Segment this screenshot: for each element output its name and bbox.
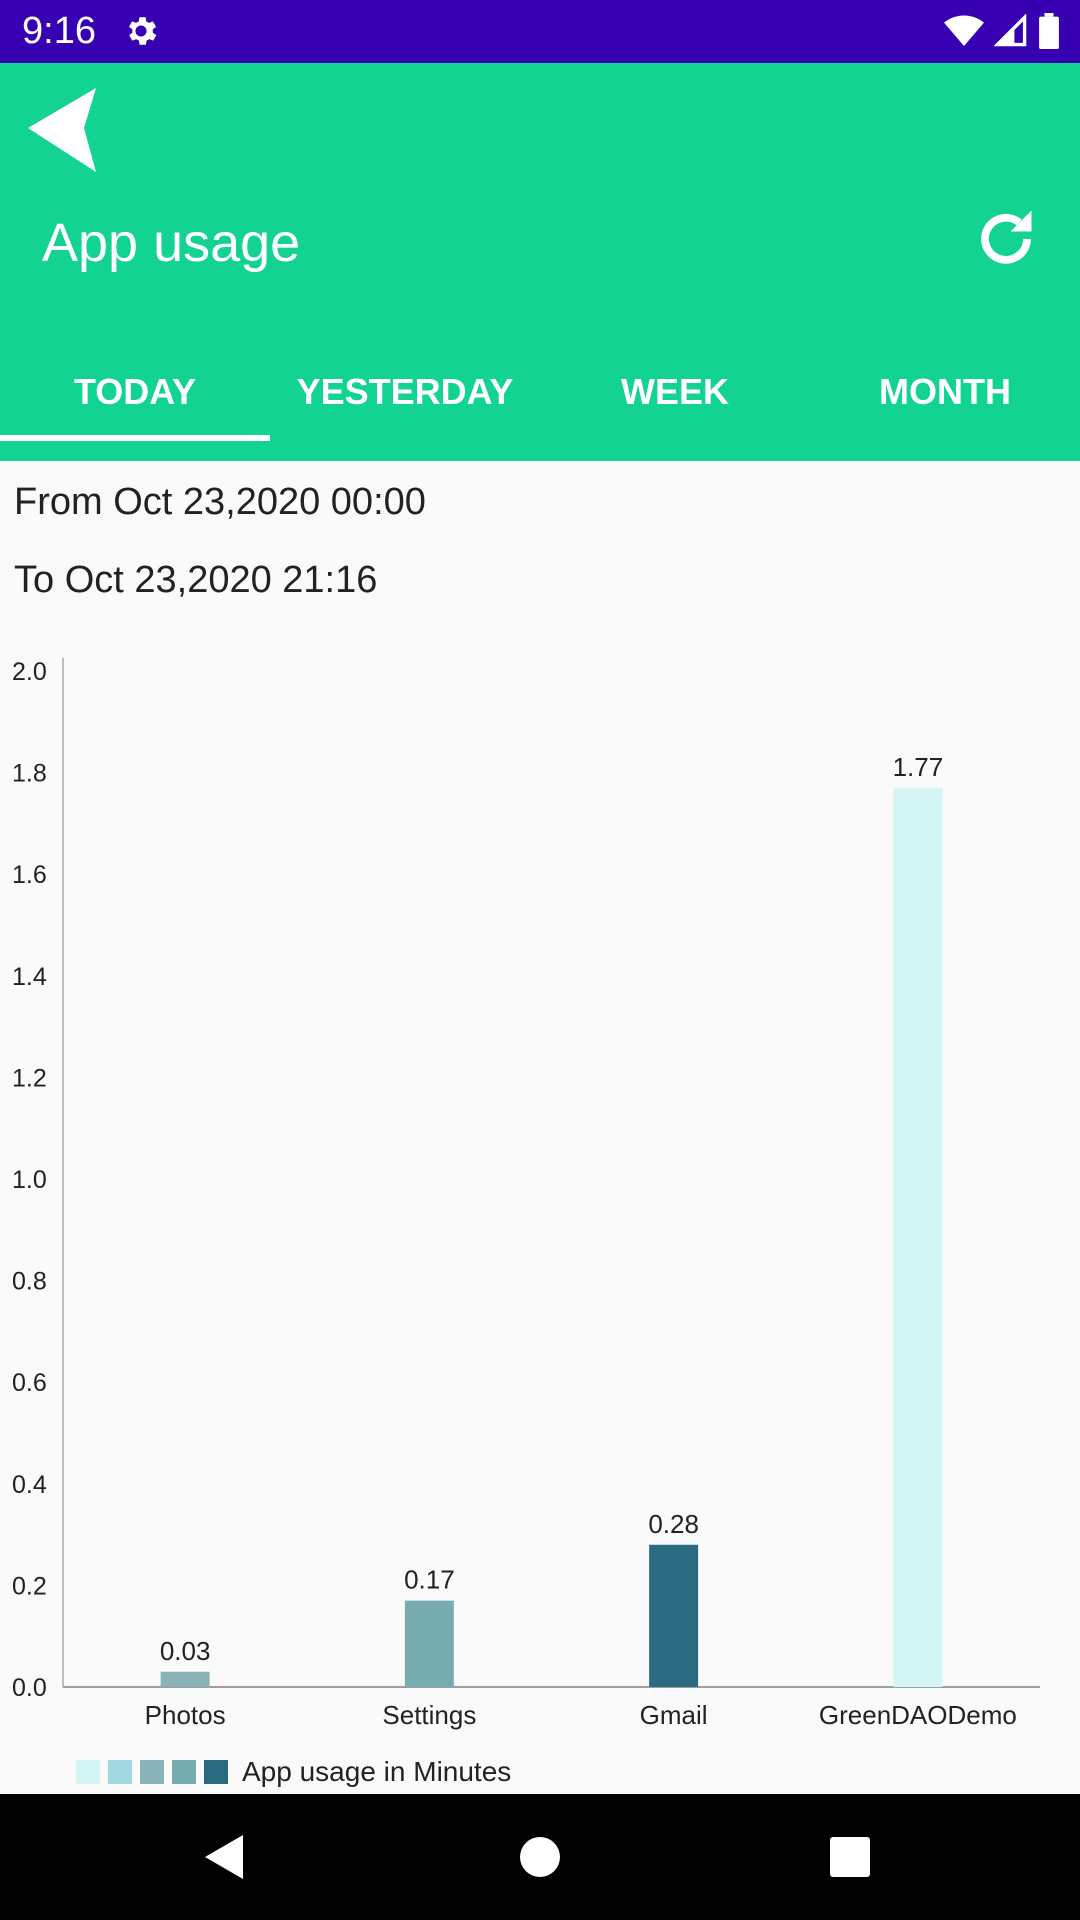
legend-label: App usage in Minutes	[242, 1756, 512, 1787]
bar-photos	[160, 1671, 210, 1687]
legend-swatch	[140, 1760, 164, 1784]
y-tick-label: 0.8	[12, 1268, 47, 1296]
x-tick-label: GreenDAODemo	[819, 1700, 1017, 1730]
legend-swatch	[76, 1760, 100, 1784]
tab-yesterday[interactable]: YESTERDAY	[296, 371, 514, 412]
refresh-icon[interactable]	[970, 203, 1042, 275]
wifi-icon	[944, 15, 984, 46]
nav-home-icon[interactable]	[510, 1827, 570, 1887]
tab-today[interactable]: TODAY	[0, 343, 270, 461]
y-tick-label: 0.6	[12, 1369, 47, 1397]
data-label: 0.17	[404, 1565, 455, 1595]
signal-icon	[994, 14, 1027, 47]
legend-swatch	[204, 1760, 228, 1784]
data-label: 0.03	[160, 1636, 211, 1666]
x-tick-label: Settings	[382, 1700, 476, 1730]
y-tick-label: 1.2	[12, 1064, 47, 1092]
bar-greendaodemo	[893, 787, 943, 1687]
date-from: From Oct 23,2020 00:00	[14, 481, 426, 523]
status-time: 9:16	[22, 10, 96, 52]
legend-swatch	[172, 1760, 196, 1784]
chart-legend: App usage in Minutes	[76, 1752, 511, 1792]
y-tick-label: 1.6	[12, 861, 47, 889]
bar-settings	[404, 1600, 454, 1687]
y-tick-label: 0.4	[12, 1471, 47, 1499]
back-arrow-icon[interactable]	[28, 88, 104, 172]
x-tick-label: Gmail	[640, 1700, 708, 1730]
tab-bar: TODAY YESTERDAY WEEK MONTH	[0, 343, 1080, 461]
x-tick-label: Photos	[145, 1700, 226, 1730]
y-tick-label: 1.4	[12, 963, 47, 991]
y-tick-label: 2.0	[12, 658, 47, 686]
legend-swatch	[108, 1760, 132, 1784]
bar-gmail	[649, 1544, 699, 1687]
y-tick-label: 0.0	[12, 1674, 47, 1702]
data-label: 0.28	[648, 1509, 699, 1539]
status-bar: 9:16	[0, 0, 1080, 63]
data-label: 1.77	[893, 752, 944, 782]
y-tick-label: 1.0	[12, 1166, 47, 1194]
battery-icon	[1039, 13, 1059, 49]
y-tick-label: 1.8	[12, 760, 47, 788]
tab-month[interactable]: MONTH	[879, 371, 1011, 412]
app-bar: App usage TODAY YESTERDAY WEEK MONTH	[0, 63, 1080, 461]
nav-back-icon[interactable]	[195, 1827, 255, 1887]
tab-week[interactable]: WEEK	[621, 371, 729, 412]
date-to: To Oct 23,2020 21:16	[14, 559, 378, 601]
page-title: App usage	[42, 213, 301, 273]
gear-icon	[128, 17, 157, 45]
y-tick-label: 0.2	[12, 1572, 47, 1600]
navigation-bar	[0, 1794, 1080, 1920]
usage-bar-chart: 0.0 0.2 0.4 0.6 0.8 1.0 1.2 1.4 1.6 1.8 2.0 0.03 Pho…	[12, 658, 1040, 1730]
legend-swatches	[76, 1760, 236, 1784]
status-icons	[944, 12, 1060, 50]
nav-recents-icon[interactable]	[820, 1827, 880, 1887]
